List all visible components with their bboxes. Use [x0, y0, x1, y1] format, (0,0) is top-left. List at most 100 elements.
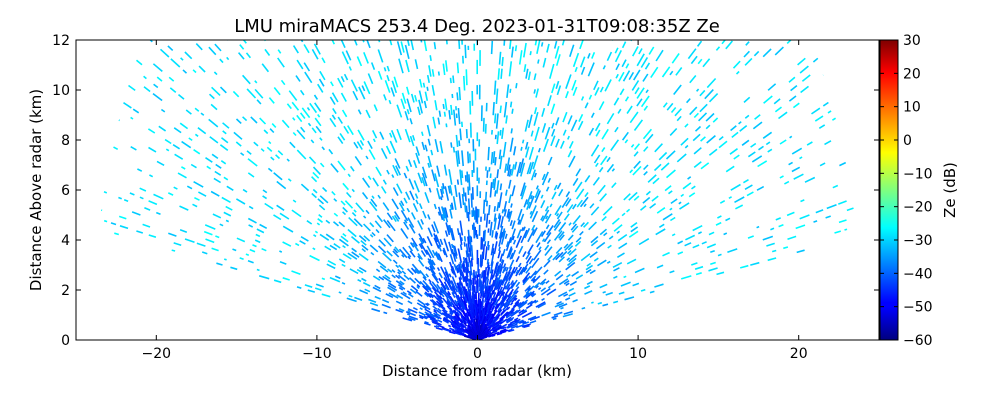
reflectivity-streak: [457, 108, 461, 125]
reflectivity-streak: [496, 131, 500, 145]
reflectivity-streak: [565, 282, 570, 287]
reflectivity-streak: [572, 86, 578, 96]
reflectivity-streak: [522, 320, 527, 324]
reflectivity-streak: [435, 312, 441, 317]
reflectivity-streak: [168, 76, 175, 82]
reflectivity-streak: [643, 146, 649, 152]
reflectivity-streak: [665, 169, 676, 179]
reflectivity-streak: [579, 56, 586, 68]
reflectivity-streak: [425, 313, 436, 320]
reflectivity-streak: [567, 150, 573, 158]
reflectivity-streak: [495, 113, 499, 129]
reflectivity-streak: [509, 101, 513, 108]
reflectivity-streak: [512, 239, 517, 245]
reflectivity-streak: [660, 162, 670, 171]
reflectivity-streak: [561, 197, 570, 209]
reflectivity-streak: [581, 306, 586, 310]
reflectivity-streak: [452, 245, 458, 259]
reflectivity-streak: [436, 165, 441, 177]
colorbar: [879, 39, 899, 341]
reflectivity-streak: [537, 302, 547, 309]
reflectivity-streak: [467, 186, 470, 196]
reflectivity-streak: [431, 259, 436, 266]
reflectivity-streak: [397, 268, 403, 274]
reflectivity-streak: [377, 245, 387, 254]
reflectivity-streak: [415, 199, 419, 205]
reflectivity-streak: [169, 87, 177, 94]
reflectivity-streak: [516, 301, 522, 307]
reflectivity-streak: [340, 92, 347, 102]
reflectivity-streak: [715, 221, 722, 226]
reflectivity-streak: [789, 135, 793, 139]
reflectivity-streak: [725, 165, 735, 173]
reflectivity-streak: [273, 214, 282, 221]
reflectivity-streak: [421, 176, 426, 187]
reflectivity-streak: [710, 249, 715, 254]
reflectivity-streak: [431, 69, 435, 77]
reflectivity-streak: [510, 249, 517, 260]
reflectivity-streak: [649, 290, 655, 294]
reflectivity-streak: [505, 241, 510, 248]
reflectivity-streak: [386, 220, 396, 232]
reflectivity-streak: [398, 286, 404, 291]
reflectivity-streak: [752, 121, 763, 130]
reflectivity-streak: [286, 158, 290, 162]
reflectivity-streak: [247, 172, 255, 178]
reflectivity-streak: [401, 92, 407, 104]
reflectivity-streak: [556, 85, 562, 96]
reflectivity-streak: [518, 213, 525, 225]
reflectivity-streak: [699, 89, 706, 97]
reflectivity-streak: [731, 131, 739, 139]
reflectivity-streak: [421, 131, 424, 137]
reflectivity-streak: [144, 207, 151, 211]
reflectivity-streak: [617, 233, 628, 242]
reflectivity-streak: [705, 124, 711, 130]
reflectivity-streak: [286, 103, 292, 110]
reflectivity-streak: [205, 238, 215, 244]
reflectivity-streak: [438, 277, 447, 290]
reflectivity-streak: [633, 151, 639, 157]
reflectivity-streak: [424, 291, 432, 298]
reflectivity-streak: [515, 269, 519, 275]
reflectivity-streak: [394, 158, 401, 169]
reflectivity-streak: [735, 33, 740, 39]
reflectivity-streak: [562, 313, 573, 318]
reflectivity-streak: [369, 234, 374, 238]
reflectivity-streak: [351, 247, 357, 253]
reflectivity-streak: [523, 291, 530, 298]
reflectivity-streak: [571, 270, 580, 277]
reflectivity-streak: [433, 203, 437, 210]
reflectivity-streak: [443, 289, 453, 302]
reflectivity-streak: [506, 246, 513, 259]
reflectivity-streak: [304, 284, 313, 288]
reflectivity-streak: [421, 166, 428, 179]
reflectivity-streak: [378, 239, 386, 247]
reflectivity-streak: [723, 232, 728, 236]
reflectivity-streak: [300, 126, 306, 133]
reflectivity-streak: [518, 301, 528, 310]
reflectivity-streak: [597, 259, 607, 267]
reflectivity-streak: [495, 88, 499, 105]
reflectivity-streak: [429, 317, 439, 323]
reflectivity-streak: [382, 252, 392, 262]
reflectivity-streak: [219, 223, 224, 227]
reflectivity-streak: [565, 297, 571, 301]
reflectivity-streak: [700, 162, 710, 170]
reflectivity-streak: [488, 269, 494, 285]
reflectivity-streak: [576, 199, 583, 208]
reflectivity-streak: [407, 255, 411, 260]
reflectivity-streak: [368, 298, 377, 304]
reflectivity-streak: [512, 286, 520, 294]
reflectivity-streak: [318, 78, 325, 87]
reflectivity-streak: [423, 100, 427, 109]
reflectivity-streak: [632, 165, 642, 176]
reflectivity-streak: [626, 208, 631, 213]
reflectivity-streak: [437, 117, 441, 125]
reflectivity-streak: [520, 162, 526, 177]
reflectivity-streak: [396, 41, 403, 56]
reflectivity-streak: [438, 302, 444, 307]
reflectivity-streak: [445, 40, 448, 45]
reflectivity-streak: [527, 315, 537, 321]
reflectivity-streak: [498, 51, 502, 65]
